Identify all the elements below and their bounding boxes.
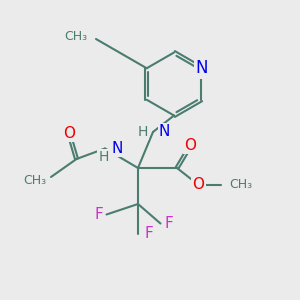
Text: H: H (98, 150, 109, 164)
Text: F: F (164, 216, 173, 231)
Text: CH₃: CH₃ (64, 30, 88, 44)
Text: F: F (144, 226, 153, 242)
Text: N: N (112, 141, 123, 156)
Text: N: N (195, 59, 208, 77)
Text: CH₃: CH₃ (230, 178, 253, 191)
Text: O: O (184, 138, 196, 153)
Text: N: N (159, 124, 170, 140)
Text: O: O (63, 126, 75, 141)
Text: F: F (94, 207, 103, 222)
Text: CH₃: CH₃ (23, 173, 46, 187)
Text: O: O (193, 177, 205, 192)
Text: H: H (137, 125, 148, 139)
